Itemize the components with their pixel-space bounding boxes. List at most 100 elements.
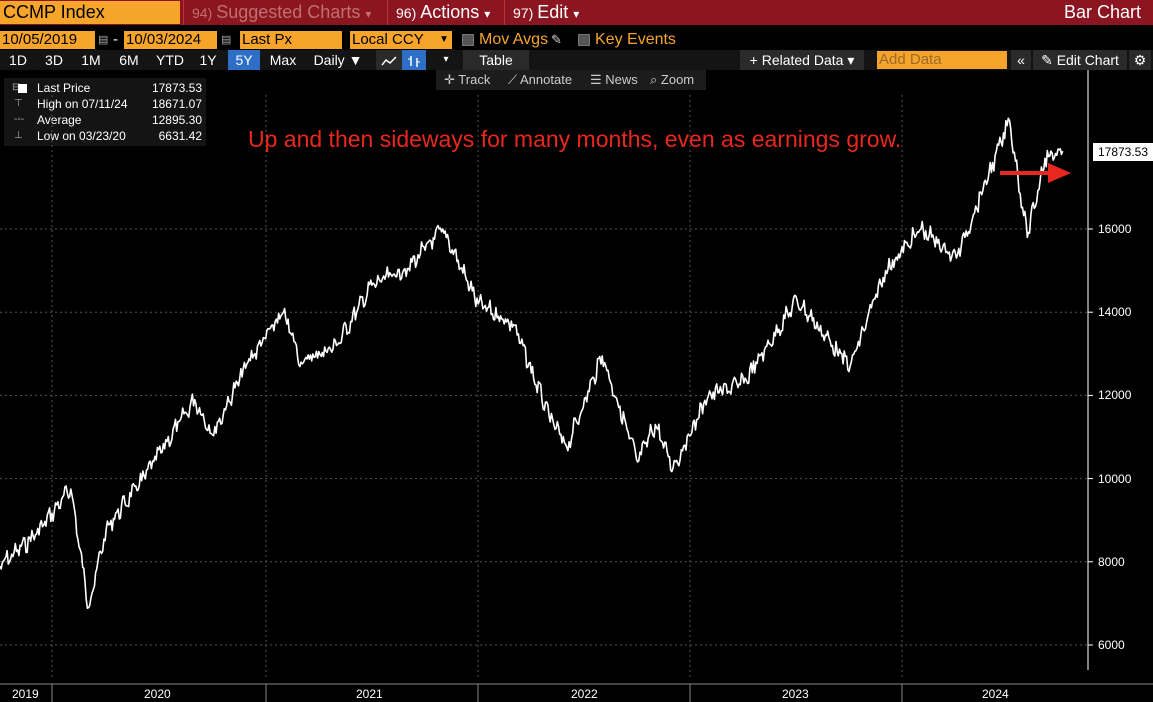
- x-tick-label: 2023: [782, 687, 809, 701]
- menu-label: Actions: [420, 2, 480, 22]
- pencil-icon: ✎: [1041, 52, 1053, 68]
- annotation-arrow: [1000, 163, 1071, 183]
- title-bar: [0, 0, 1153, 25]
- edit-chart-button[interactable]: ✎ Edit Chart: [1033, 50, 1127, 70]
- table-button[interactable]: Table: [463, 50, 529, 70]
- y-tick-label: 14000: [1098, 305, 1132, 320]
- x-tick-label: 2024: [982, 687, 1009, 701]
- frequency-select[interactable]: Daily ▼: [313, 52, 363, 68]
- chart-annotation-text: Up and then sideways for many months, ev…: [248, 126, 902, 152]
- news-icon: ☰: [590, 72, 602, 87]
- legend-label: Last Price: [37, 81, 91, 95]
- edit-menu[interactable]: 97) Edit ▾: [504, 0, 590, 25]
- crosshair-icon: ✛: [444, 72, 455, 87]
- average-marker-icon: -◦-: [14, 114, 25, 125]
- chevron-down-icon: ▾: [484, 7, 491, 21]
- legend-swatch: [18, 84, 27, 93]
- annotate-icon: ⟋: [508, 72, 518, 87]
- x-tick-label: 2022: [571, 687, 598, 701]
- price-field-select[interactable]: Last Px: [240, 31, 342, 49]
- period-5y-button[interactable]: 5Y: [228, 50, 260, 70]
- x-tick-label: 2020: [144, 687, 171, 701]
- chart-axes: [0, 70, 1153, 702]
- ticker-field[interactable]: CCMP Index: [0, 1, 180, 24]
- period-max-button[interactable]: Max: [269, 52, 297, 68]
- suggested-charts-menu[interactable]: 94) Suggested Charts ▾: [183, 0, 386, 25]
- y-tick-label: 12000: [1098, 388, 1132, 403]
- last-price-tag: 17873.53: [1093, 143, 1153, 161]
- pencil-icon[interactable]: ✎: [551, 32, 562, 47]
- menu-label: Suggested Charts: [216, 2, 361, 22]
- x-tick-label: 2019: [12, 687, 39, 701]
- actions-menu[interactable]: 96) Actions ▾: [387, 0, 503, 25]
- chevron-down-icon: ▾: [573, 7, 580, 21]
- legend-panel: ⊟ Last Price 17873.53 ⊤ High on 07/11/24…: [4, 78, 206, 146]
- chart-type-title: Bar Chart: [1063, 2, 1141, 22]
- zoom-label: Zoom: [660, 72, 695, 87]
- legend-row-high: ⊤ High on 07/11/24 18671.07: [4, 96, 206, 112]
- annotate-label: Annotate: [520, 72, 573, 87]
- currency-select[interactable]: Local CCY ▼: [350, 31, 452, 49]
- menu-label: Edit: [537, 2, 569, 22]
- chart-options-dropdown-icon[interactable]: ▾: [443, 54, 449, 65]
- track-label: Track: [458, 72, 491, 87]
- y-tick-label: 6000: [1098, 638, 1125, 652]
- key-events-checkbox[interactable]: [578, 34, 590, 46]
- line-chart-icon[interactable]: [376, 50, 402, 70]
- legend-value: 6631.42: [158, 129, 202, 143]
- zoom-tool[interactable]: ⌕ Zoom: [650, 70, 694, 90]
- high-marker-icon: ⊤: [14, 98, 23, 109]
- period-ytd-button[interactable]: YTD: [156, 52, 184, 68]
- annotate-tool[interactable]: ⟋ Annotate: [508, 70, 572, 90]
- legend-row-average: -◦- Average 12895.30: [4, 112, 206, 128]
- chevron-down-icon: ▼: [439, 34, 449, 45]
- mov-avgs-label: Mov Avgs: [479, 31, 549, 48]
- y-tick-label: 8000: [1098, 554, 1125, 569]
- chart-grid: [0, 95, 1088, 680]
- currency-value: Local CCY: [352, 31, 424, 48]
- zoom-icon: ⌕: [650, 72, 658, 87]
- calendar-icon[interactable]: ▤: [221, 34, 232, 46]
- chevron-down-icon: ▾: [365, 7, 372, 21]
- calendar-icon[interactable]: ▤: [98, 34, 109, 46]
- menu-number: 94): [192, 5, 213, 21]
- y-tick-label: 10000: [1098, 471, 1132, 486]
- add-data-input[interactable]: Add Data: [877, 51, 1007, 69]
- period-toolbar: [0, 50, 1153, 70]
- menu-number: 97): [513, 5, 534, 21]
- gear-icon[interactable]: ⚙: [1129, 50, 1151, 70]
- news-label: News: [605, 72, 638, 87]
- start-date-field[interactable]: 10/05/2019: [0, 31, 95, 49]
- related-data-button[interactable]: + Related Data ▾: [740, 50, 864, 70]
- legend-label: Average: [37, 113, 82, 127]
- drawing-toolbar: [436, 70, 706, 90]
- y-tick-label: 16000: [1098, 222, 1132, 236]
- date-separator: -: [113, 31, 118, 48]
- x-tick-label: 2021: [356, 687, 383, 701]
- news-tool[interactable]: ☰ News: [590, 70, 638, 90]
- low-marker-icon: ⊥: [14, 130, 23, 141]
- legend-row-last-price[interactable]: ⊟ Last Price 17873.53: [4, 80, 206, 96]
- period-1d-button[interactable]: 1D: [9, 52, 27, 68]
- bar-chart-icon[interactable]: [402, 50, 426, 70]
- period-3d-button[interactable]: 3D: [45, 52, 63, 68]
- legend-row-low: ⊥ Low on 03/23/20 6631.42: [4, 128, 206, 144]
- period-1y-button[interactable]: 1Y: [199, 52, 217, 68]
- legend-label: High on 07/11/24: [37, 97, 128, 111]
- key-events-label: Key Events: [595, 31, 676, 48]
- collapse-left-icon[interactable]: «: [1011, 50, 1031, 70]
- track-tool[interactable]: ✛ Track: [444, 70, 490, 90]
- menu-number: 96): [396, 5, 417, 21]
- mov-avgs-checkbox[interactable]: [462, 34, 474, 46]
- period-1m-button[interactable]: 1M: [81, 52, 101, 68]
- end-date-field[interactable]: 10/03/2024: [124, 31, 217, 49]
- legend-value: 18671.07: [151, 97, 202, 111]
- price-series-line: [0, 117, 1064, 610]
- legend-label: Low on 03/23/20: [37, 129, 126, 143]
- legend-value: 17873.53: [151, 81, 202, 95]
- legend-marker-icon: ⊟: [12, 82, 21, 93]
- period-6m-button[interactable]: 6M: [119, 52, 139, 68]
- edit-chart-label: Edit Chart: [1056, 52, 1119, 68]
- legend-value: 12895.30: [151, 113, 202, 127]
